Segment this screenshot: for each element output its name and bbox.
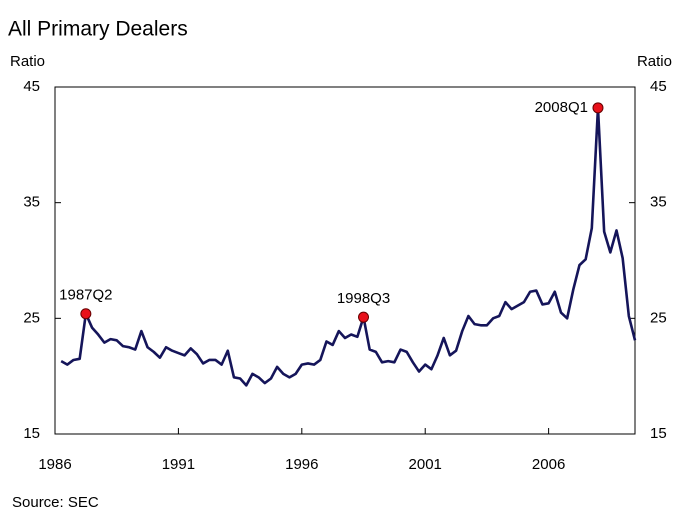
annotation-label: 1987Q2	[59, 287, 112, 304]
annotation-marker	[80, 308, 92, 320]
x-tick-label: 2006	[532, 456, 565, 473]
annotation-label: 2008Q1	[535, 99, 588, 116]
y-axis-label: Ratio	[10, 53, 45, 70]
y2-tick-label: 25	[650, 309, 667, 326]
x-tick-label: 1996	[285, 456, 318, 473]
y2-tick-label: 15	[650, 425, 667, 442]
source: Source: SEC	[12, 494, 99, 510]
y-tick-label: 45	[23, 78, 40, 95]
y2-tick-label: 45	[650, 78, 667, 95]
y2-tick-label: 35	[650, 194, 667, 211]
x-tick-label: 1991	[162, 456, 195, 473]
y2-axis-label: Ratio	[637, 53, 672, 70]
chart-title: All Primary Dealers	[8, 18, 188, 41]
annotation-marker	[592, 102, 604, 114]
y-tick-label: 35	[23, 194, 40, 211]
plot-frame	[54, 86, 636, 435]
x-tick-label: 2001	[409, 456, 442, 473]
data-line	[60, 106, 637, 387]
y-tick-label: 15	[23, 425, 40, 442]
annotation-label: 1998Q3	[337, 290, 390, 307]
annotation-marker	[358, 311, 370, 323]
x-tick-label: 1986	[38, 456, 71, 473]
y-tick-label: 25	[23, 309, 40, 326]
